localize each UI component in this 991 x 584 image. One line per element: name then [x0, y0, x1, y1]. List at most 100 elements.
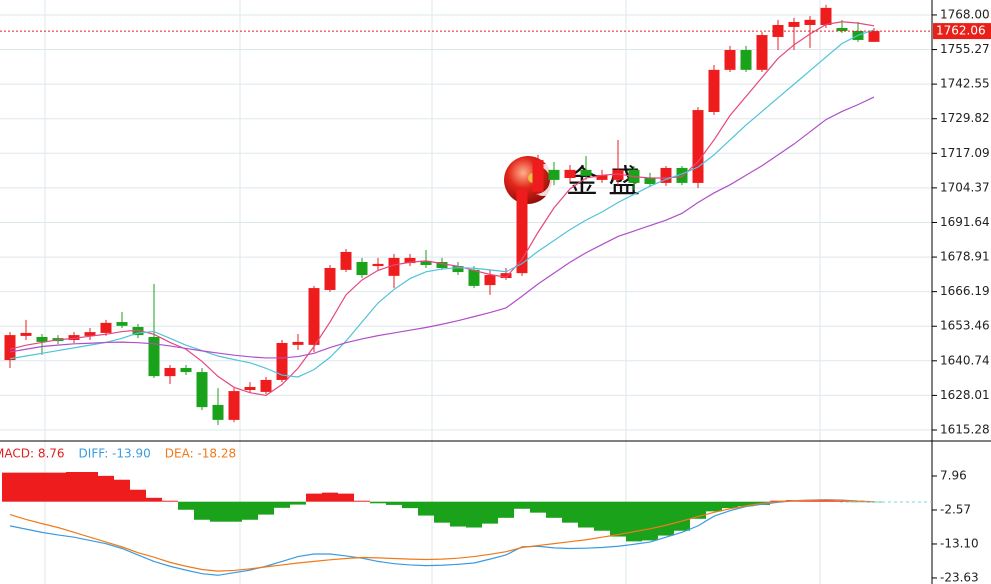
y-tick-label: -23.63 — [940, 570, 979, 584]
macd-bar — [498, 501, 514, 518]
y-tick-label: 1755.27 — [940, 42, 990, 56]
moving-average-line — [9, 96, 875, 359]
macd-bar — [210, 501, 226, 522]
candle-body — [340, 251, 352, 270]
macd-bar — [722, 501, 738, 509]
macd-bar — [402, 501, 418, 509]
macd-line — [9, 499, 875, 576]
macd-bar — [706, 501, 722, 512]
macd-bar — [546, 501, 562, 518]
candle-body — [116, 322, 128, 326]
logo — [504, 156, 552, 204]
y-tick-label: 1704.37 — [940, 180, 990, 194]
macd-bar — [834, 500, 850, 502]
macd-bar — [178, 501, 194, 510]
y-tick-label: 1768.00 — [940, 7, 990, 21]
y-tick-label: 1742.55 — [940, 77, 990, 91]
candle-body — [164, 367, 176, 377]
candle-body — [756, 35, 768, 70]
candle-body — [708, 69, 720, 112]
macd-bar — [50, 472, 66, 502]
candle-body — [548, 169, 560, 180]
candle-body — [180, 367, 192, 373]
macd-bar — [690, 501, 706, 519]
y-tick-label: 1653.46 — [940, 319, 990, 333]
macd-bar — [322, 492, 338, 502]
macd-bar — [290, 501, 306, 505]
candle-body — [308, 288, 320, 345]
candle-body — [324, 267, 336, 290]
macd-bar — [146, 497, 162, 502]
macd-bar — [642, 501, 658, 541]
candle-body — [420, 260, 432, 265]
y-tick-label: 1628.01 — [940, 388, 990, 402]
macd-bar — [162, 500, 178, 502]
candle-body — [692, 110, 704, 183]
candle-body — [804, 19, 816, 26]
y-tick-label: 1691.64 — [940, 215, 990, 229]
y-tick-label: 7.96 — [940, 468, 967, 482]
macd-bar — [818, 500, 834, 502]
candle-body — [372, 263, 384, 267]
candle-body — [20, 332, 32, 336]
current-price-label: 1762.06 — [936, 24, 986, 38]
macd-bar — [482, 501, 498, 524]
y-tick-label: 1678.91 — [940, 250, 990, 264]
macd-bar — [418, 501, 434, 516]
macd-bar — [66, 471, 82, 502]
candle-body — [564, 169, 576, 179]
candle-body — [132, 326, 144, 336]
candle-body — [100, 322, 112, 333]
legend-entry: MACD: 8.76 — [0, 447, 65, 461]
moving-average-line — [9, 21, 875, 397]
candle-body — [36, 336, 48, 342]
candle-body — [596, 175, 608, 180]
candle-body — [404, 257, 416, 264]
macd-bar — [338, 493, 354, 502]
y-tick-label: -13.10 — [940, 536, 979, 550]
macd-bar — [114, 479, 130, 502]
candle-body — [676, 167, 688, 183]
macd-bar — [98, 475, 114, 502]
candle-body — [532, 160, 544, 192]
macd-bar — [354, 500, 370, 502]
marks-layer — [2, 4, 882, 576]
macd-bar — [594, 501, 610, 531]
y-tick-label: 1640.74 — [940, 353, 990, 367]
candle-body — [212, 404, 224, 420]
candle-body — [356, 261, 368, 276]
candle-body — [788, 22, 800, 27]
candle-body — [4, 335, 16, 361]
legend-entry: DIFF: -13.90 — [79, 447, 151, 461]
candle-body — [276, 342, 288, 380]
candle-body — [660, 167, 672, 183]
y-tick-label: 1729.82 — [940, 111, 990, 125]
candle-body — [580, 169, 592, 176]
macd-bar — [130, 489, 146, 502]
y-tick-label: 1717.09 — [940, 146, 990, 160]
macd-bar — [242, 501, 258, 520]
macd-bar — [530, 501, 546, 513]
macd-bar — [610, 501, 626, 537]
watermark-text: 金 盛 — [566, 162, 640, 200]
moving-average-line — [9, 29, 875, 378]
candle-body — [868, 31, 880, 42]
macd-bar — [658, 501, 674, 536]
macd-bar — [450, 501, 466, 527]
y-tick-label: 1666.19 — [940, 284, 990, 298]
macd-bar — [2, 472, 18, 502]
macd-line — [9, 499, 875, 572]
macd-bar — [674, 501, 690, 531]
candle-body — [612, 169, 624, 180]
current-price-box — [933, 23, 991, 40]
macd-bar — [306, 493, 322, 502]
candle-body — [196, 372, 208, 408]
macd-bar — [274, 501, 290, 508]
candle-body — [836, 27, 848, 31]
candle-body — [148, 336, 160, 377]
macd-bar — [466, 501, 482, 528]
candle-body — [820, 7, 832, 26]
candle-body — [228, 391, 240, 420]
